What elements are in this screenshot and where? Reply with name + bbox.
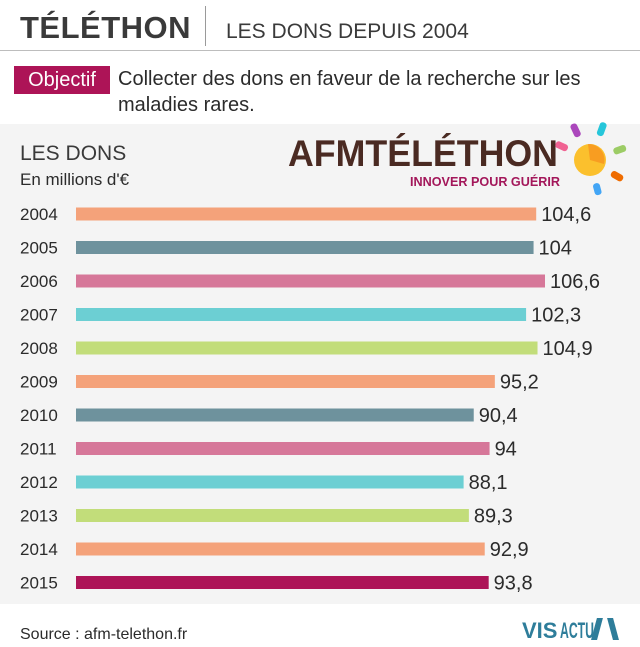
donations-bar-chart: 2004 104,6 2005 104 2006 106,6 2007 102,3 2008 10… xyxy=(20,204,600,595)
chart-unit: En millions d'€ xyxy=(20,170,130,189)
objective-badge: Objectif xyxy=(14,66,110,94)
bar xyxy=(76,408,474,422)
bar xyxy=(76,475,464,489)
year-label: 2007 xyxy=(20,306,58,325)
brand-left: VIS xyxy=(522,618,557,643)
value-label: 104 xyxy=(539,238,572,260)
brand-right: ACTU xyxy=(560,618,594,643)
bar xyxy=(76,542,485,556)
afm-telethon-logo: AFMTÉLÉTHON INNOVER POUR GUÉRIR xyxy=(288,122,627,196)
value-label: 104,9 xyxy=(543,338,593,360)
chart-title: LES DONS xyxy=(20,142,127,165)
year-label: 2008 xyxy=(20,339,58,358)
logo-tagline: INNOVER POUR GUÉRIR xyxy=(410,174,561,189)
chart-background xyxy=(0,124,640,604)
page-subtitle: LES DONS DEPUIS 2004 xyxy=(226,20,469,43)
year-label: 2014 xyxy=(20,540,58,559)
logo-name: AFMTÉLÉTHON xyxy=(288,133,558,174)
year-label: 2006 xyxy=(20,272,58,291)
year-label: 2013 xyxy=(20,507,58,526)
value-label: 89,3 xyxy=(474,506,513,528)
value-label: 104,6 xyxy=(541,204,591,226)
value-label: 95,2 xyxy=(500,372,539,394)
header-rule xyxy=(0,50,640,51)
value-label: 92,9 xyxy=(490,539,529,561)
year-label: 2010 xyxy=(20,406,58,425)
bar xyxy=(76,341,538,355)
value-label: 90,4 xyxy=(479,405,518,427)
year-label: 2012 xyxy=(20,473,58,492)
bar xyxy=(76,576,489,589)
year-label: 2004 xyxy=(20,205,58,224)
value-label: 94 xyxy=(495,439,517,461)
bar xyxy=(76,207,537,221)
header: TÉLÉTHON LES DONS DEPUIS 2004 xyxy=(0,0,640,58)
year-label: 2015 xyxy=(20,574,58,593)
year-label: 2009 xyxy=(20,373,58,392)
sun-icon xyxy=(555,122,627,196)
value-label: 102,3 xyxy=(531,305,581,327)
page-title: TÉLÉTHON xyxy=(20,10,192,45)
value-label: 88,1 xyxy=(469,472,508,494)
value-label: 106,6 xyxy=(550,271,600,293)
year-label: 2005 xyxy=(20,239,58,258)
bar xyxy=(76,442,490,455)
source-text: Source : afm-telethon.fr xyxy=(20,626,188,643)
header-divider xyxy=(205,6,206,46)
objective-text: Collecter des dons en faveur de la reche… xyxy=(118,68,581,116)
year-label: 2011 xyxy=(20,440,57,459)
bar xyxy=(76,241,534,254)
bar xyxy=(76,274,545,288)
bar xyxy=(76,375,495,388)
bar xyxy=(76,308,527,321)
bar xyxy=(76,509,469,522)
footer xyxy=(0,606,640,647)
value-label: 93,8 xyxy=(494,573,533,595)
visactu-logo-icon: VIS ACTU xyxy=(522,618,619,643)
